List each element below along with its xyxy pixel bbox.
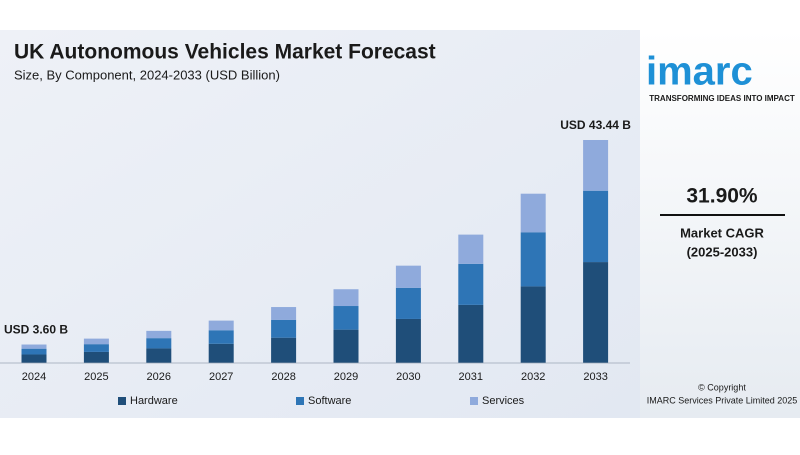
bar-segment xyxy=(208,330,234,344)
bar-segment xyxy=(333,289,359,307)
x-tick-label: 2029 xyxy=(334,371,358,383)
logo: imarc xyxy=(646,50,753,94)
x-tick-label: 2025 xyxy=(84,371,108,383)
chart-title: UK Autonomous Vehicles Market Forecast xyxy=(14,41,436,64)
bar-segment xyxy=(583,140,609,191)
x-tick-label: 2031 xyxy=(459,371,483,383)
bar-segment xyxy=(21,354,47,363)
tagline: TRANSFORMING IDEAS INTO IMPACT xyxy=(649,94,795,103)
cagr-label: Market CAGR xyxy=(680,225,764,240)
x-tick-label: 2032 xyxy=(521,371,545,383)
bar-segment xyxy=(21,344,47,349)
total-label: USD 3.60 B xyxy=(4,323,68,337)
bar-segment xyxy=(583,190,609,263)
x-tick-label: 2026 xyxy=(147,371,171,383)
x-tick-label: 2024 xyxy=(22,371,46,383)
bar-segment xyxy=(208,343,234,363)
bar-segment xyxy=(21,348,47,355)
bar-segment xyxy=(146,330,172,339)
legend-swatch xyxy=(470,397,478,405)
bar-segment xyxy=(458,263,484,305)
bar-segment xyxy=(271,319,297,338)
legend-label: Services xyxy=(482,395,525,407)
bar-segment xyxy=(146,348,172,363)
cagr-period: (2025-2033) xyxy=(687,244,758,259)
bar-segment xyxy=(146,338,172,349)
bar-segment xyxy=(458,234,484,264)
x-tick-label: 2033 xyxy=(583,371,607,383)
bar-segment xyxy=(520,286,546,363)
x-tick-label: 2028 xyxy=(271,371,295,383)
bar-segment xyxy=(583,262,609,363)
bar-segment xyxy=(520,193,546,233)
bar-segment xyxy=(395,287,421,319)
copyright: © Copyright xyxy=(698,382,746,392)
company: IMARC Services Private Limited 2025 xyxy=(647,395,798,405)
bar-segment xyxy=(333,306,359,330)
bar-segment xyxy=(208,320,234,331)
cagr-value: 31.90% xyxy=(686,185,758,208)
bar-segment xyxy=(395,318,421,363)
chart-subtitle: Size, By Component, 2024-2033 (USD Billi… xyxy=(14,67,280,82)
legend-swatch xyxy=(296,397,304,405)
bar-segment xyxy=(83,338,109,345)
bar-segment xyxy=(520,232,546,287)
legend-label: Software xyxy=(308,395,351,407)
bar-segment xyxy=(271,337,297,363)
x-tick-label: 2030 xyxy=(396,371,420,383)
legend-swatch xyxy=(118,397,126,405)
sidebar-background xyxy=(640,30,800,418)
legend-label: Hardware xyxy=(130,395,178,407)
bar-segment xyxy=(395,265,421,288)
total-label: USD 43.44 B xyxy=(560,118,631,132)
bar-segment xyxy=(83,344,109,352)
bar-segment xyxy=(333,329,359,363)
x-tick-label: 2027 xyxy=(209,371,233,383)
bar-segment xyxy=(83,351,109,363)
bar-segment xyxy=(271,307,297,320)
bar-segment xyxy=(458,304,484,363)
